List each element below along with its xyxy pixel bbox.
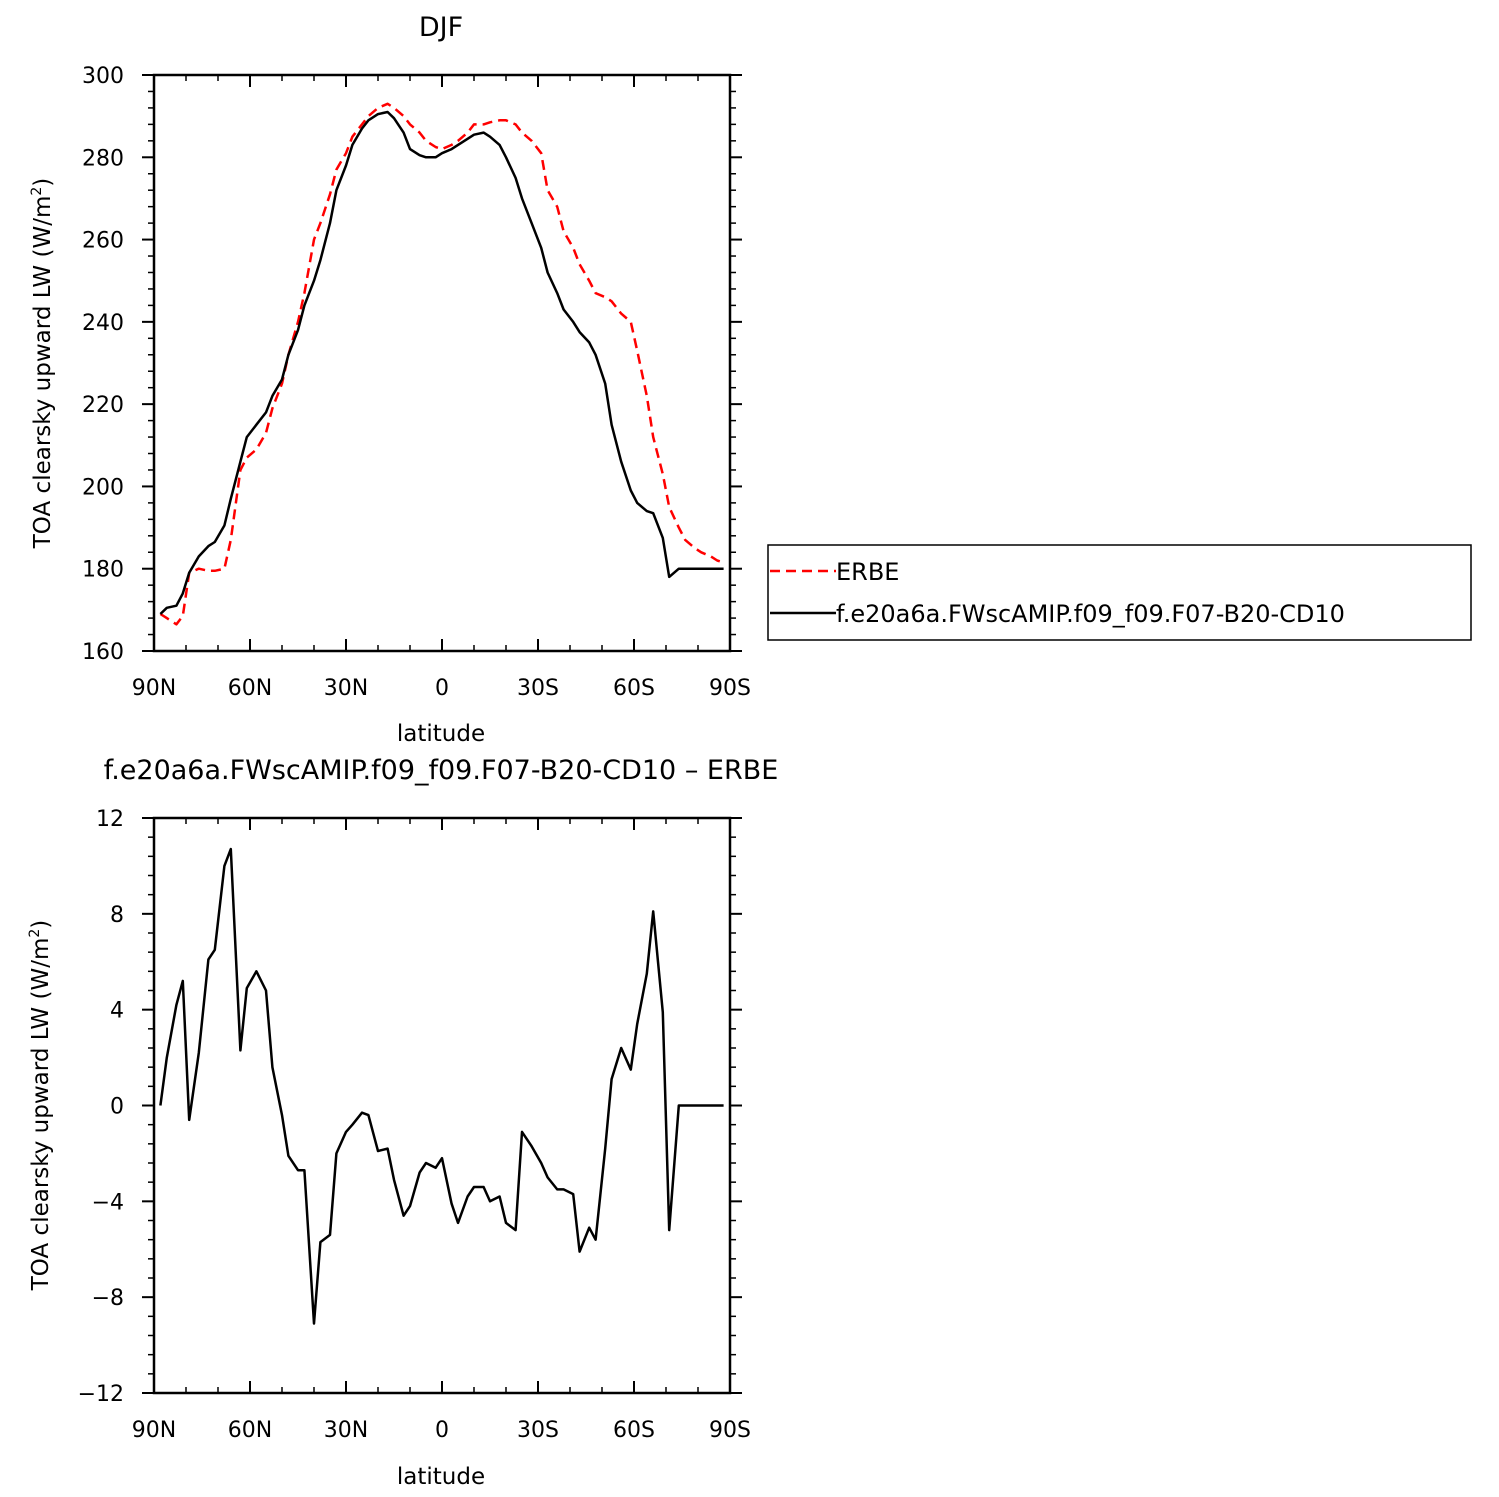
bottom-y-axis-label-sup: 2 (27, 929, 43, 938)
top-y-axis-label: TOA clearsky upward LW (W/m2) (29, 178, 56, 550)
top-y-tick-label: 280 (82, 146, 124, 171)
top-x-tick-label: 30S (517, 676, 559, 701)
top-x-tick-label: 60S (613, 676, 655, 701)
top-series-line-0 (159, 102, 724, 626)
bottom-y-tick-label: −12 (78, 1382, 124, 1407)
legend-box (767, 544, 1472, 641)
top-series-group (159, 102, 724, 626)
bottom-y-tick-label: 0 (110, 1095, 124, 1120)
top-y-tick-label: 200 (82, 475, 124, 500)
bottom-x-tick-labels: 90N 60N 30N 0 30S 60S 90S (132, 1418, 751, 1443)
bottom-x-tick-label: 30N (324, 1418, 368, 1443)
bottom-series-group (159, 847, 724, 1325)
bottom-x-tick-label: 30S (517, 1418, 559, 1443)
top-y-axis-label-main: TOA clearsky upward LW (W/m (30, 196, 56, 550)
bottom-y-tick-label: −4 (92, 1190, 124, 1215)
top-x-tick-label: 90N (132, 676, 176, 701)
bottom-x-tick-label: 60S (613, 1418, 655, 1443)
bottom-series-line-0 (159, 847, 724, 1325)
bottom-x-tick-label: 90S (709, 1418, 751, 1443)
bottom-x-tick-label: 0 (435, 1418, 449, 1443)
bottom-y-tick-label: 12 (96, 807, 124, 832)
bottom-x-tick-label: 90N (132, 1418, 176, 1443)
bottom-y-axis-label: TOA clearsky upward LW (W/m2) (27, 920, 54, 1292)
bottom-y-axis-label-main: TOA clearsky upward LW (W/m (28, 938, 54, 1292)
top-y-axis-label-sup: 2 (29, 187, 45, 196)
top-axis-ticks (142, 74, 742, 652)
legend-label-model: f.e20a6a.FWscAMIP.f09_f09.F07-B20-CD10 (836, 600, 1345, 628)
bottom-y-tick-label: −8 (92, 1286, 124, 1311)
legend: ERBE f.e20a6a.FWscAMIP.f09_f09.F07-B20-C… (767, 544, 1472, 641)
bottom-panel: f.e20a6a.FWscAMIP.f09_f09.F07-B20-CD10 –… (27, 755, 778, 1490)
bottom-x-axis-label: latitude (397, 1464, 485, 1490)
top-x-tick-label: 0 (435, 676, 449, 701)
top-x-axis-label: latitude (397, 721, 485, 747)
top-plot-title: DJF (419, 12, 463, 43)
bottom-y-axis-label-tail: ) (28, 920, 54, 929)
bottom-x-tick-label: 60N (228, 1418, 272, 1443)
top-x-tick-label: 60N (228, 676, 272, 701)
top-series-line-1 (159, 110, 724, 615)
top-y-tick-label: 240 (82, 311, 124, 336)
bottom-y-tick-label: 8 (110, 903, 124, 928)
top-x-tick-label: 90S (709, 676, 751, 701)
top-y-tick-label: 180 (82, 558, 124, 583)
top-y-tick-label: 260 (82, 229, 124, 254)
top-plot-frame (152, 73, 732, 653)
bottom-axis-ticks (142, 817, 742, 1394)
bottom-y-tick-label: 4 (110, 999, 124, 1024)
top-x-tick-label: 30N (324, 676, 368, 701)
top-y-tick-label: 160 (82, 640, 124, 665)
top-x-tick-labels: 90N 60N 30N 0 30S 60S 90S (132, 676, 751, 701)
top-panel: DJF 90N 60N 30N 0 30S 60S 90S 160 180 200 220 240 2… (29, 12, 751, 747)
top-y-tick-label: 300 (82, 64, 124, 89)
top-y-tick-labels: 160 180 200 220 240 260 280 300 (82, 64, 124, 665)
bottom-plot-frame (152, 816, 732, 1395)
top-y-tick-label: 220 (82, 393, 124, 418)
top-y-axis-label-tail: ) (30, 178, 56, 187)
legend-label-erbe: ERBE (836, 558, 899, 586)
bottom-y-tick-labels: −12 −8 −4 0 4 8 12 (78, 807, 124, 1407)
bottom-plot-title: f.e20a6a.FWscAMIP.f09_f09.F07-B20-CD10 –… (104, 755, 779, 786)
